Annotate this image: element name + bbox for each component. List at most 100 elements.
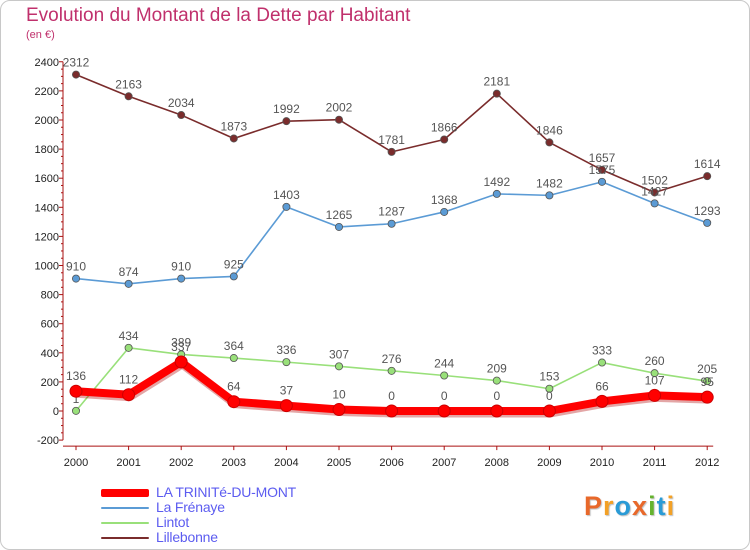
data-point xyxy=(282,202,291,211)
data-point xyxy=(703,377,712,386)
logo-letter: i xyxy=(666,491,676,521)
data-label: 95 xyxy=(701,375,715,389)
data-point xyxy=(334,362,343,371)
y-tick-label: 2200 xyxy=(35,86,59,98)
data-label: 910 xyxy=(66,260,86,274)
data-label: 336 xyxy=(276,343,296,357)
data-point xyxy=(122,388,136,402)
data-point xyxy=(334,222,343,231)
data-point xyxy=(598,358,607,367)
data-point xyxy=(492,189,501,198)
data-label: 434 xyxy=(119,329,139,343)
data-label: 1846 xyxy=(536,123,563,137)
data-point xyxy=(598,165,607,174)
data-label: 0 xyxy=(493,389,500,403)
data-point xyxy=(650,369,659,378)
data-label: 1403 xyxy=(273,188,300,202)
legend-item: Lintot xyxy=(101,514,441,530)
data-label: 874 xyxy=(119,265,139,279)
data-point xyxy=(440,371,449,380)
y-tick-label: 400 xyxy=(41,348,59,360)
legend-label: Lintot xyxy=(156,514,190,530)
data-point xyxy=(387,366,396,375)
y-tick-label: -200 xyxy=(37,435,59,447)
data-point xyxy=(385,404,399,418)
x-tick-label: 2007 xyxy=(432,457,456,469)
data-point xyxy=(227,395,241,409)
data-point xyxy=(440,135,449,144)
data-label: 1781 xyxy=(378,133,405,147)
legend-item: LA TRINITé-DU-MONT xyxy=(101,484,441,500)
data-point xyxy=(72,70,81,79)
data-label: 2163 xyxy=(115,77,142,91)
data-label: 0 xyxy=(546,389,553,403)
data-label: 1287 xyxy=(378,205,405,219)
data-point xyxy=(650,188,659,197)
data-label: 0 xyxy=(441,389,448,403)
data-label: 205 xyxy=(697,362,717,376)
data-label: 1482 xyxy=(536,176,563,190)
y-tick-label: 1000 xyxy=(35,261,59,273)
data-label: 333 xyxy=(592,344,612,358)
legend-label: La Frénaye xyxy=(156,499,225,515)
x-tick-label: 2003 xyxy=(222,457,246,469)
logo-letter: t xyxy=(656,491,667,521)
data-label: 1575 xyxy=(589,163,616,177)
y-tick-label: 600 xyxy=(41,319,59,331)
data-label: 1502 xyxy=(641,173,668,187)
data-label: 244 xyxy=(434,356,454,370)
data-label: 66 xyxy=(595,379,609,393)
x-tick-label: 2000 xyxy=(64,457,88,469)
data-point xyxy=(124,343,133,352)
data-label: 925 xyxy=(224,257,244,271)
x-tick-label: 2012 xyxy=(695,457,719,469)
data-point xyxy=(545,138,554,147)
x-tick-label: 2008 xyxy=(485,457,509,469)
data-label: 1 xyxy=(73,392,80,406)
y-tick-label: 200 xyxy=(41,377,59,389)
data-point xyxy=(124,279,133,288)
data-point xyxy=(595,394,609,408)
x-tick-label: 2005 xyxy=(327,457,351,469)
data-point xyxy=(542,404,556,418)
y-tick-label: 2400 xyxy=(35,57,59,69)
y-tick-label: 800 xyxy=(41,290,59,302)
data-label: 1368 xyxy=(431,193,458,207)
data-point xyxy=(72,274,81,283)
legend-label: LA TRINITé-DU-MONT xyxy=(156,484,297,500)
chart-subtitle: (en €) xyxy=(26,29,55,41)
data-point xyxy=(387,147,396,156)
data-point xyxy=(703,172,712,181)
logo-letter: o xyxy=(614,491,633,521)
logo-letter: r xyxy=(603,491,615,521)
data-point xyxy=(72,406,81,415)
data-label: 107 xyxy=(645,373,665,387)
x-tick-label: 2009 xyxy=(537,457,561,469)
data-label: 910 xyxy=(171,260,191,274)
y-tick-label: 1600 xyxy=(35,173,59,185)
y-tick-label: 1400 xyxy=(35,202,59,214)
data-label: 260 xyxy=(645,354,665,368)
logo-letter: P xyxy=(584,491,604,521)
data-point xyxy=(650,199,659,208)
data-label: 1265 xyxy=(326,208,353,222)
data-label: 389 xyxy=(171,335,191,349)
data-label: 1427 xyxy=(641,184,668,198)
data-point xyxy=(229,354,238,363)
data-point xyxy=(174,355,188,369)
data-label: 337 xyxy=(171,340,191,354)
proxiti-logo: Proxiti xyxy=(584,491,675,522)
data-point xyxy=(229,134,238,143)
data-label: 2002 xyxy=(326,101,353,115)
legend-swatch xyxy=(101,521,149,524)
x-tick-label: 2002 xyxy=(169,457,193,469)
legend-item: La Frénaye xyxy=(101,499,441,515)
y-tick-label: 0 xyxy=(53,406,59,418)
legend-label: Lillebonne xyxy=(156,529,218,545)
data-label: 1873 xyxy=(220,119,247,133)
data-point xyxy=(177,274,186,283)
data-point xyxy=(492,376,501,385)
legend-swatch xyxy=(101,536,149,539)
data-point xyxy=(440,207,449,216)
